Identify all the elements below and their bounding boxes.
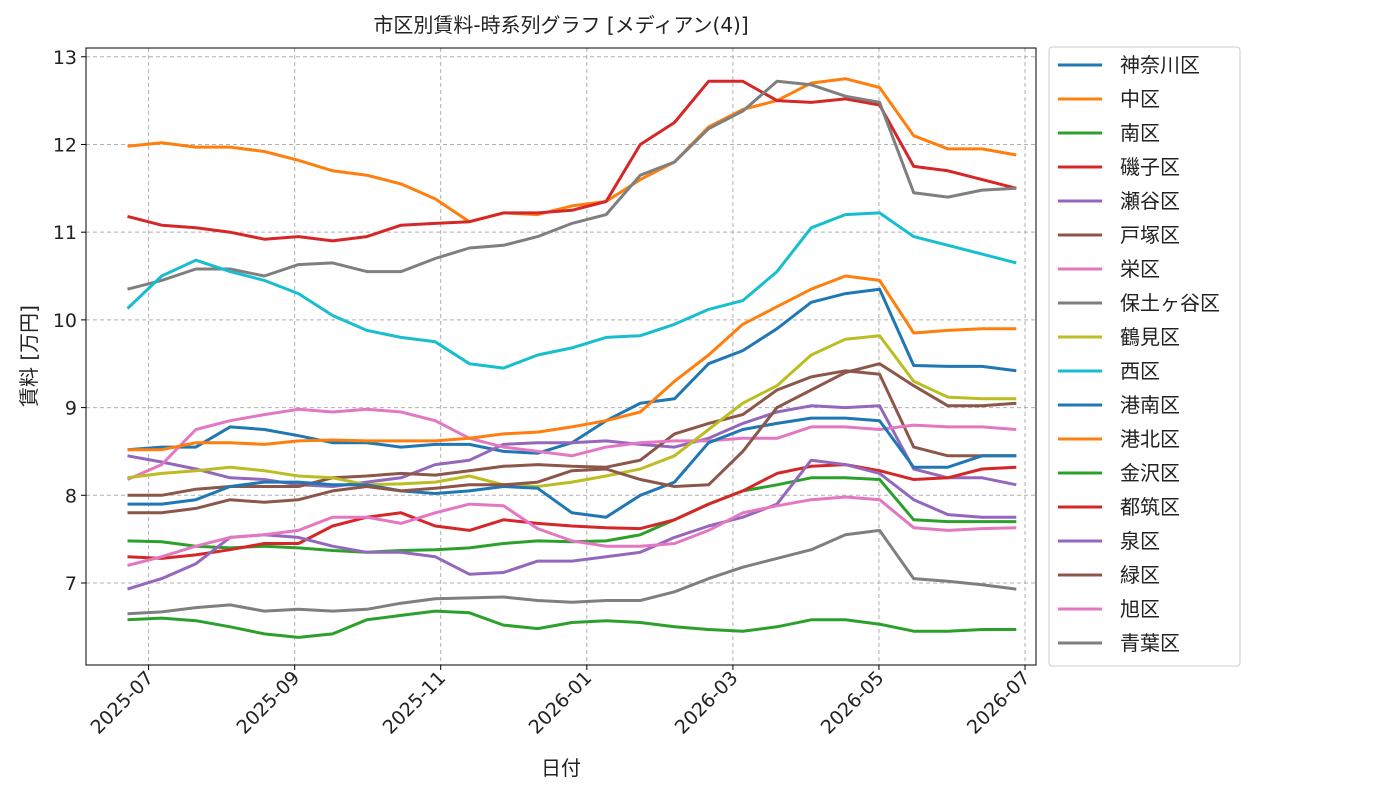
series-line xyxy=(126,211,1017,370)
x-tick-label: 2025-11 xyxy=(379,667,451,739)
series-line xyxy=(127,334,1017,488)
legend-label: 瀬谷区 xyxy=(1120,189,1180,213)
y-tick-label: 9 xyxy=(65,398,77,420)
y-tick-label: 8 xyxy=(65,485,77,507)
y-tick-label: 12 xyxy=(53,134,77,156)
legend-label: 栄区 xyxy=(1120,257,1160,281)
legend-label: 神奈川区 xyxy=(1120,53,1200,77)
legend-label: 都筑区 xyxy=(1120,495,1180,519)
series-line xyxy=(127,416,1017,519)
plot-frame xyxy=(85,47,1037,666)
y-tick-label: 7 xyxy=(65,573,77,595)
chart-title: 市区別賃料-時系列グラフ [メディアン(4)] xyxy=(373,13,748,37)
x-tick-label: 2025-09 xyxy=(233,667,305,739)
legend-label: 青葉区 xyxy=(1120,631,1180,655)
series-line xyxy=(127,369,1017,497)
series-line xyxy=(127,528,1017,616)
legend-label: 戸塚区 xyxy=(1120,223,1180,247)
series-line xyxy=(127,463,1017,560)
x-tick-label: 2025-07 xyxy=(86,667,158,739)
legend-label: 泉区 xyxy=(1120,529,1160,553)
legend-label: 磯子区 xyxy=(1120,155,1180,179)
series-line xyxy=(127,495,1017,567)
series-line xyxy=(127,77,1017,224)
legend-label: 西区 xyxy=(1120,359,1160,383)
series-line xyxy=(127,458,1017,591)
legend-label: 保土ヶ谷区 xyxy=(1120,291,1220,315)
legend-label: 緑区 xyxy=(1120,563,1160,587)
legend-label: 金沢区 xyxy=(1120,461,1180,485)
y-axis-label: 賃料 [万円] xyxy=(17,305,41,407)
series-line xyxy=(126,407,1017,481)
legend-label: 鶴見区 xyxy=(1120,325,1180,349)
legend-label: 港北区 xyxy=(1120,427,1180,451)
series-line xyxy=(127,362,1017,515)
y-tick-label: 11 xyxy=(53,222,77,244)
legend-label: 中区 xyxy=(1120,87,1160,111)
legend-label: 旭区 xyxy=(1120,597,1160,621)
x-tick-label: 2026-01 xyxy=(525,667,597,739)
legend-label: 南区 xyxy=(1120,121,1160,145)
y-tick-label: 13 xyxy=(53,47,77,69)
series-line xyxy=(127,79,1017,243)
legend-label: 港南区 xyxy=(1120,393,1180,417)
x-axis-label: 日付 xyxy=(541,756,581,780)
series-line xyxy=(127,274,1017,452)
y-tick-label: 10 xyxy=(53,310,77,332)
x-tick-label: 2026-07 xyxy=(963,667,1035,739)
x-tick-label: 2026-03 xyxy=(671,667,743,739)
legend: 神奈川区中区南区磯子区瀬谷区戸塚区栄区保土ヶ谷区鶴見区西区港南区港北区金沢区都筑… xyxy=(1048,46,1241,667)
series-line xyxy=(127,79,1017,291)
series-line xyxy=(127,609,1017,639)
x-tick-label: 2026-05 xyxy=(817,667,889,739)
